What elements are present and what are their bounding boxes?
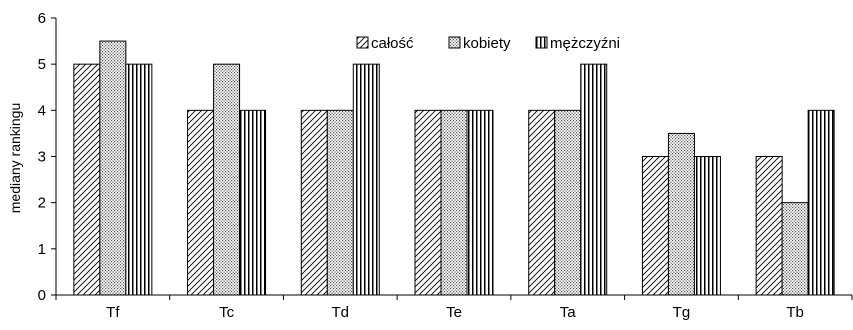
legend-swatch-0: [356, 36, 369, 49]
bar-Ta-2: [580, 63, 608, 296]
bar-Te-2: [466, 109, 494, 296]
y-tick-label: 6: [38, 10, 46, 27]
y-tick-label: 4: [38, 102, 46, 119]
bar-Tf-2: [125, 63, 153, 296]
bar-Tb-1: [781, 202, 809, 296]
legend-label-0: całość: [371, 35, 414, 52]
bar-Tf-1: [99, 40, 127, 296]
y-axis-title: mediany rankingu: [7, 103, 23, 214]
bars: [73, 40, 835, 296]
x-tick-label: Tg: [673, 304, 691, 321]
bar-Tb-2: [807, 109, 835, 296]
y-tick-label: 1: [38, 241, 46, 258]
x-tick-label: Tc: [219, 304, 235, 321]
bar-Tf-0: [73, 63, 101, 296]
x-tick-label: Te: [446, 304, 462, 321]
bar-Td-2: [352, 63, 380, 296]
bar-Tc-2: [239, 109, 267, 296]
bar-Tc-0: [187, 109, 215, 296]
bar-Ta-1: [554, 109, 582, 296]
legend-swatch-2: [535, 36, 548, 49]
legend: całość kobiety mężczyźni: [356, 35, 620, 52]
bar-Te-0: [414, 109, 442, 296]
y-tick-label: 3: [38, 149, 46, 166]
bar-Td-0: [300, 109, 328, 296]
bar-Te-1: [440, 109, 468, 296]
bar-Tc-1: [213, 63, 241, 296]
bar-Tg-2: [693, 156, 721, 296]
bar-Ta-0: [528, 109, 556, 296]
bar-Tg-0: [641, 156, 669, 296]
legend-label-2: mężczyźni: [550, 35, 620, 52]
y-tick-label: 2: [38, 195, 46, 212]
legend-label-1: kobiety: [463, 35, 511, 52]
y-axis-ticks: 0 1 2 3 4 5 6: [38, 10, 56, 304]
x-tick-label: Tf: [106, 304, 120, 321]
bar-Tb-0: [755, 156, 783, 296]
x-tick-label: Tb: [786, 304, 804, 321]
x-tick-label: Ta: [560, 304, 577, 321]
x-tick-label: Td: [332, 304, 350, 321]
y-tick-label: 0: [38, 287, 46, 304]
bar-Td-1: [326, 109, 354, 296]
y-tick-label: 5: [38, 56, 46, 73]
x-axis-ticks: Tf Tc Td Te Ta Tg Tb: [55, 295, 853, 321]
bar-Tg-1: [667, 132, 695, 296]
legend-swatch-1: [448, 36, 461, 49]
